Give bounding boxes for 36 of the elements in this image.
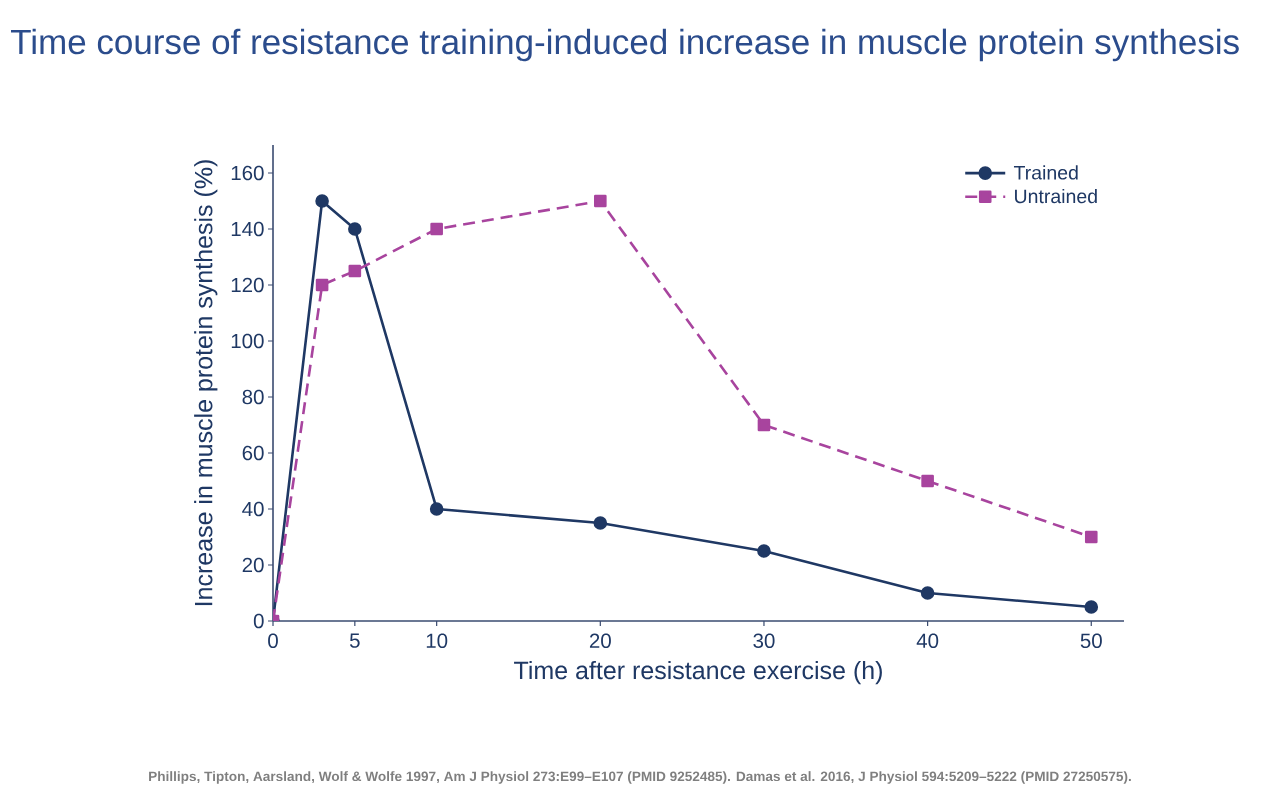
point: [430, 222, 443, 236]
x-tick-label: 50: [1080, 633, 1102, 649]
y-tick-label: 140: [231, 221, 264, 237]
x-axis-title: Time after resistance exercise (h): [514, 660, 882, 685]
x-tick-label: 10: [426, 633, 448, 649]
point: [921, 474, 934, 488]
y-tick-label: 40: [242, 501, 264, 517]
point: [593, 516, 608, 530]
point: [315, 278, 329, 292]
point: [920, 586, 935, 600]
legend-label: Trained: [1013, 165, 1078, 180]
y-tick-label: 160: [231, 165, 264, 181]
x-tick-label: 40: [916, 633, 939, 649]
legend-label: Untrained: [1015, 188, 1097, 204]
y-tick-label: 0: [253, 613, 264, 629]
y-tick-label: 20: [242, 557, 264, 573]
point: [1084, 600, 1099, 614]
y-tick-label: 60: [242, 445, 264, 461]
point: [594, 194, 607, 208]
point: [429, 502, 444, 516]
x-tick-label: 0: [268, 633, 278, 649]
x-tick-label: 5: [349, 633, 360, 648]
x-tick-label: 30: [753, 633, 775, 649]
point: [348, 222, 362, 236]
y-axis-title: Increase in muscle protein synthesis (%): [194, 160, 218, 606]
point: [757, 418, 771, 432]
chart-title: Time course of resistance training-induced increase in muscle protein synthesis: [10, 28, 1239, 62]
y-tick-label: 100: [231, 333, 264, 349]
y-tick-label: 120: [231, 277, 264, 293]
point: [348, 264, 362, 278]
point: [315, 194, 329, 208]
point: [1084, 530, 1098, 544]
y-tick-label: 80: [242, 389, 264, 405]
x-tick-label: 20: [589, 633, 611, 649]
point: [757, 544, 771, 558]
text: Phillips, Tipton, Aarsland, Wolf & Wolfe 1997, Am J Physiol 273:E99–E107 (PMID 9252485). Damas et al. 2016, J Physiol 594:5209–5222 (PMID 27250575).: [149, 771, 1131, 784]
